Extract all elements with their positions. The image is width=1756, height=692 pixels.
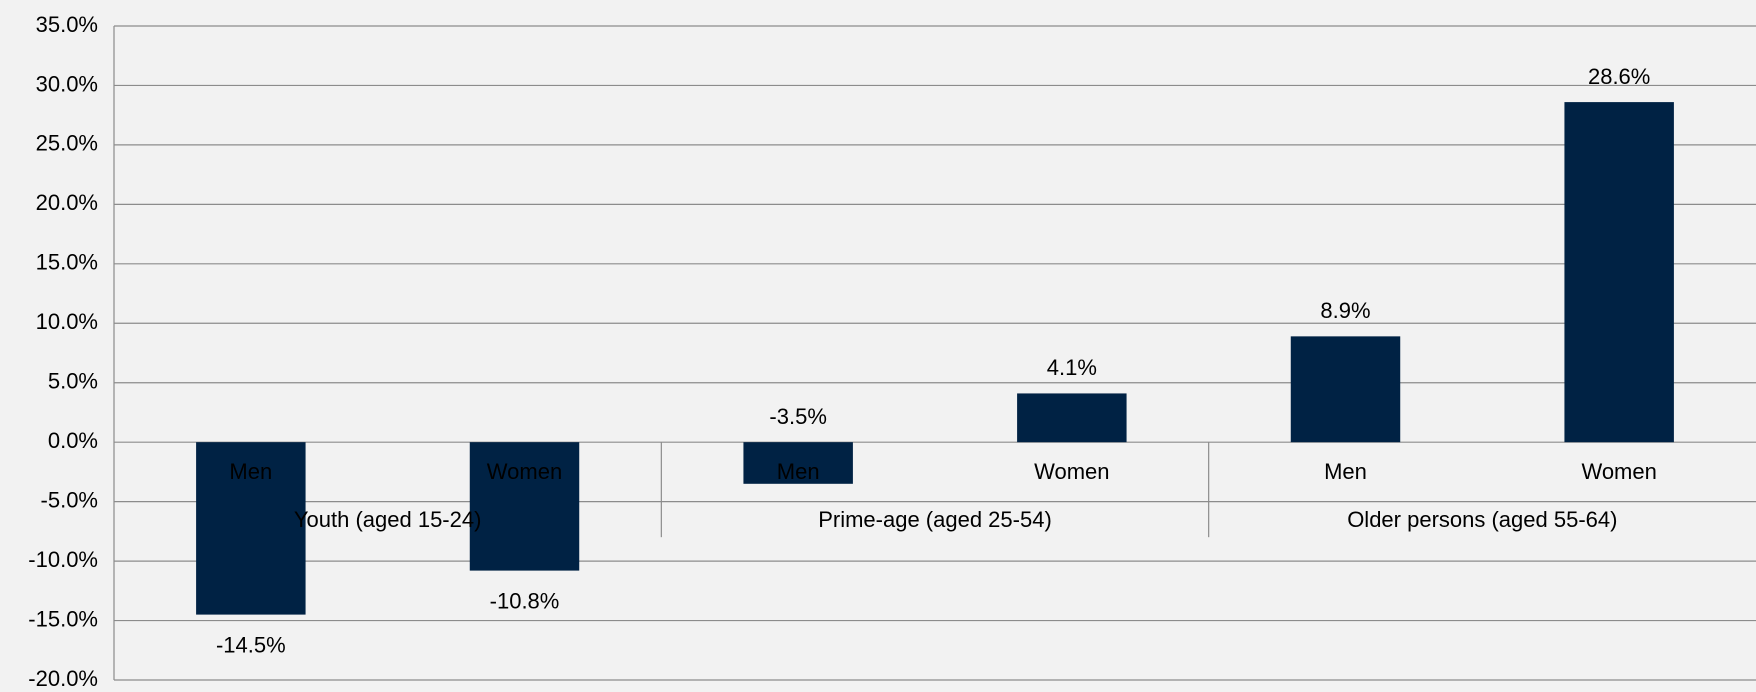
bar	[1564, 102, 1674, 443]
x-tick-label: Men	[1324, 459, 1367, 484]
y-tick-label: -10.0%	[28, 547, 98, 572]
x-tick-label: Women	[487, 459, 562, 484]
y-tick-label: 35.0%	[36, 12, 98, 37]
bar	[196, 442, 306, 615]
group-label: Youth (aged 15-24)	[294, 507, 482, 532]
group-label: Prime-age (aged 25-54)	[818, 507, 1052, 532]
data-label: 4.1%	[1047, 355, 1097, 380]
y-tick-label: 20.0%	[36, 190, 98, 215]
x-tick-label: Women	[1581, 459, 1656, 484]
y-tick-label: 10.0%	[36, 309, 98, 334]
group-label: Older persons (aged 55-64)	[1347, 507, 1617, 532]
data-label: 28.6%	[1588, 64, 1650, 89]
y-tick-label: 0.0%	[48, 428, 98, 453]
data-label: -3.5%	[769, 404, 826, 429]
data-label: 8.9%	[1320, 298, 1370, 323]
data-label: -14.5%	[216, 632, 286, 657]
bar	[1017, 393, 1127, 443]
x-tick-label: Men	[777, 459, 820, 484]
y-tick-label: 30.0%	[36, 71, 98, 96]
y-tick-label: -20.0%	[28, 666, 98, 691]
bar	[1290, 336, 1401, 443]
bar	[469, 442, 580, 571]
x-tick-label: Women	[1034, 459, 1109, 484]
y-tick-label: 15.0%	[36, 250, 98, 275]
y-tick-label: -5.0%	[41, 487, 98, 512]
y-tick-label: 25.0%	[36, 131, 98, 156]
x-tick-label: Men	[229, 459, 272, 484]
y-tick-label: 5.0%	[48, 369, 98, 394]
bar	[743, 442, 853, 484]
data-label: -10.8%	[490, 588, 560, 613]
y-tick-label: -15.0%	[28, 606, 98, 631]
